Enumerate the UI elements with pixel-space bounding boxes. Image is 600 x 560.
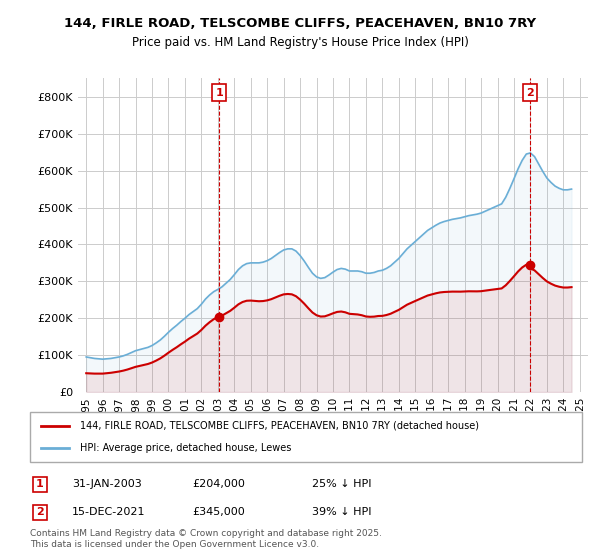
Text: £345,000: £345,000 xyxy=(192,507,245,517)
Text: 144, FIRLE ROAD, TELSCOMBE CLIFFS, PEACEHAVEN, BN10 7RY (detached house): 144, FIRLE ROAD, TELSCOMBE CLIFFS, PEACE… xyxy=(80,421,479,431)
Text: £204,000: £204,000 xyxy=(192,479,245,489)
Text: 25% ↓ HPI: 25% ↓ HPI xyxy=(312,479,371,489)
Text: Price paid vs. HM Land Registry's House Price Index (HPI): Price paid vs. HM Land Registry's House … xyxy=(131,36,469,49)
Text: 1: 1 xyxy=(36,479,44,489)
Text: 2: 2 xyxy=(526,88,533,98)
Text: Contains HM Land Registry data © Crown copyright and database right 2025.
This d: Contains HM Land Registry data © Crown c… xyxy=(30,529,382,549)
Text: 144, FIRLE ROAD, TELSCOMBE CLIFFS, PEACEHAVEN, BN10 7RY: 144, FIRLE ROAD, TELSCOMBE CLIFFS, PEACE… xyxy=(64,17,536,30)
FancyBboxPatch shape xyxy=(30,412,582,462)
Text: HPI: Average price, detached house, Lewes: HPI: Average price, detached house, Lewe… xyxy=(80,443,291,453)
Text: 15-DEC-2021: 15-DEC-2021 xyxy=(72,507,146,517)
Text: 39% ↓ HPI: 39% ↓ HPI xyxy=(312,507,371,517)
Text: 31-JAN-2003: 31-JAN-2003 xyxy=(72,479,142,489)
Text: 1: 1 xyxy=(215,88,223,98)
Text: 2: 2 xyxy=(36,507,44,517)
